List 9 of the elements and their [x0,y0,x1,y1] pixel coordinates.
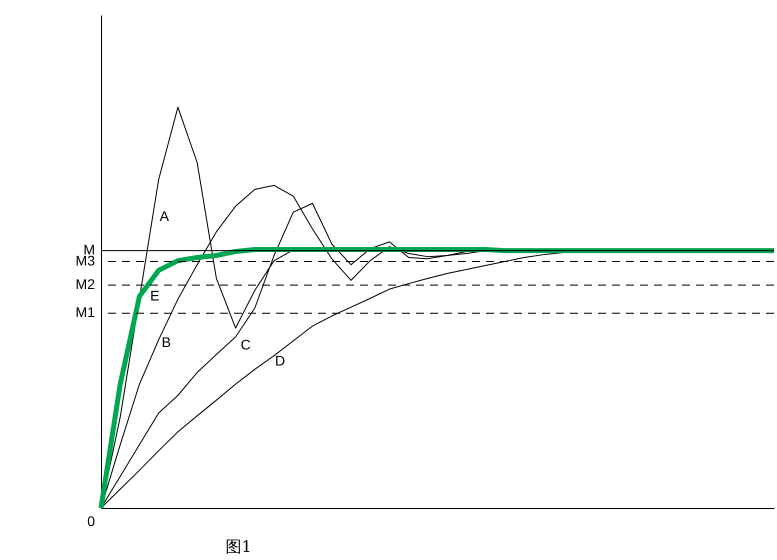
ref-line-label: M2 [76,276,96,292]
series-label: D [274,352,286,368]
caption: 图1 [226,537,252,556]
series-label: C [240,336,251,353]
series-label: B [162,334,171,350]
series-label: E [150,287,160,304]
text: 0 [87,513,96,529]
series-label: A [160,208,170,224]
ref-line-label: M1 [76,304,96,320]
